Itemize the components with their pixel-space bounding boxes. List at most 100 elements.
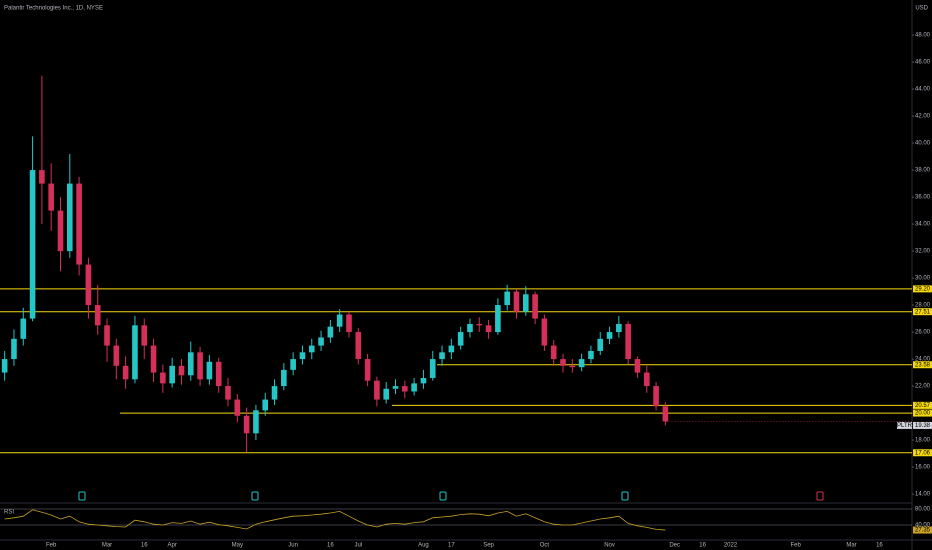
candle-body [429, 359, 436, 378]
y-tick-label: 14.00 [915, 492, 931, 498]
candle-body [578, 359, 585, 368]
candle-body [504, 291, 510, 306]
y-tick-label: 30.00 [915, 276, 931, 282]
candle-body [532, 294, 538, 319]
candle-body [215, 361, 222, 387]
level-label: 20.57 [915, 403, 931, 409]
candle-body [625, 323, 631, 360]
level-label: 17.06 [915, 450, 931, 456]
candle-body [327, 326, 334, 338]
candle-body [20, 318, 27, 339]
candle-body [383, 388, 390, 400]
level-label-box [913, 409, 932, 417]
y-tick-label: 28.00 [915, 303, 931, 309]
y-tick-label: 24.00 [915, 357, 931, 363]
candle-body [485, 325, 492, 333]
candle-body [243, 415, 250, 434]
candle-body [606, 332, 613, 339]
level-label-box [913, 449, 932, 457]
currency: USD [915, 6, 928, 12]
candle-body [132, 325, 138, 380]
level-label-box [913, 401, 932, 409]
candle-body [308, 345, 315, 353]
candle-body [76, 183, 82, 265]
candle-body [569, 365, 576, 368]
x-tick-label: Aug [418, 543, 429, 549]
candle-body [653, 386, 659, 407]
x-tick-label: Jul [354, 543, 362, 549]
candle-body [495, 305, 501, 333]
x-tick-label: 2022 [724, 543, 738, 549]
candle-body [467, 323, 473, 333]
x-tick-label: Mar [102, 543, 112, 549]
candle-body [662, 406, 669, 422]
candle-body [57, 210, 64, 252]
candle-body [457, 332, 464, 346]
candle-body [197, 352, 203, 380]
candle-body [420, 377, 427, 384]
candle-body [11, 338, 17, 360]
symbol-box [897, 421, 912, 429]
candle-body [318, 337, 324, 346]
event-icon [621, 491, 629, 501]
candle-body [1, 359, 8, 373]
candle-body [560, 359, 566, 366]
x-tick-label: 16 [699, 543, 706, 549]
candle-body [160, 372, 166, 384]
candle-body [39, 170, 45, 184]
candle-body [113, 345, 120, 366]
y-tick-label: 32.00 [915, 249, 931, 255]
x-tick-label: Feb [791, 543, 802, 549]
y-tick-label: 36.00 [915, 195, 931, 201]
candle-body [355, 332, 362, 360]
symbol-label: PLTR [897, 423, 913, 429]
level-label: 23.58 [915, 362, 931, 368]
x-tick-label: Mar [846, 543, 856, 549]
candle-body [94, 305, 101, 326]
candle-body [262, 399, 269, 411]
x-tick-label: Nov [604, 543, 615, 549]
candle-body [550, 345, 557, 360]
y-tick-label: 46.00 [915, 60, 931, 66]
candle-body [476, 323, 483, 326]
rsi-last-box [913, 526, 932, 534]
candle-body [616, 323, 622, 333]
level-label: 29.20 [915, 286, 931, 292]
candle-body [364, 359, 371, 381]
candle-body [597, 338, 604, 351]
y-tick-label: 38.00 [915, 168, 931, 174]
candle-body [253, 410, 259, 434]
candle-body [66, 183, 73, 252]
candle-body [290, 359, 296, 370]
event-icon [251, 491, 259, 501]
candle-body [178, 365, 185, 376]
x-tick-label: Oct [540, 543, 550, 549]
level-label-box [913, 308, 932, 316]
candle-body [392, 386, 399, 389]
y-tick-label: 34.00 [915, 222, 931, 228]
candle-body [374, 380, 380, 400]
level-label-box [913, 285, 932, 293]
x-tick-label: Apr [167, 543, 176, 549]
candle-body [141, 325, 148, 346]
candle-body [299, 352, 306, 360]
x-tick-label: 16 [876, 543, 883, 549]
candle-body [206, 361, 213, 380]
candle-body [336, 314, 343, 327]
level-label-box [913, 361, 932, 369]
candle-body [48, 183, 54, 211]
candle-body [150, 345, 157, 373]
rsi-last-label: 27.35 [915, 528, 931, 534]
rsi-line [4, 509, 666, 531]
candle-body [448, 345, 455, 353]
event-icon [439, 491, 447, 501]
last-price-label: 19.38 [915, 423, 931, 429]
y-tick-label: 16.00 [915, 465, 931, 471]
rsi-title: RSI [4, 510, 14, 516]
candle-body [634, 359, 641, 373]
candle-body [588, 350, 594, 360]
candle-body [346, 314, 352, 333]
x-tick-label: 16 [327, 543, 334, 549]
candle-body [234, 399, 241, 416]
